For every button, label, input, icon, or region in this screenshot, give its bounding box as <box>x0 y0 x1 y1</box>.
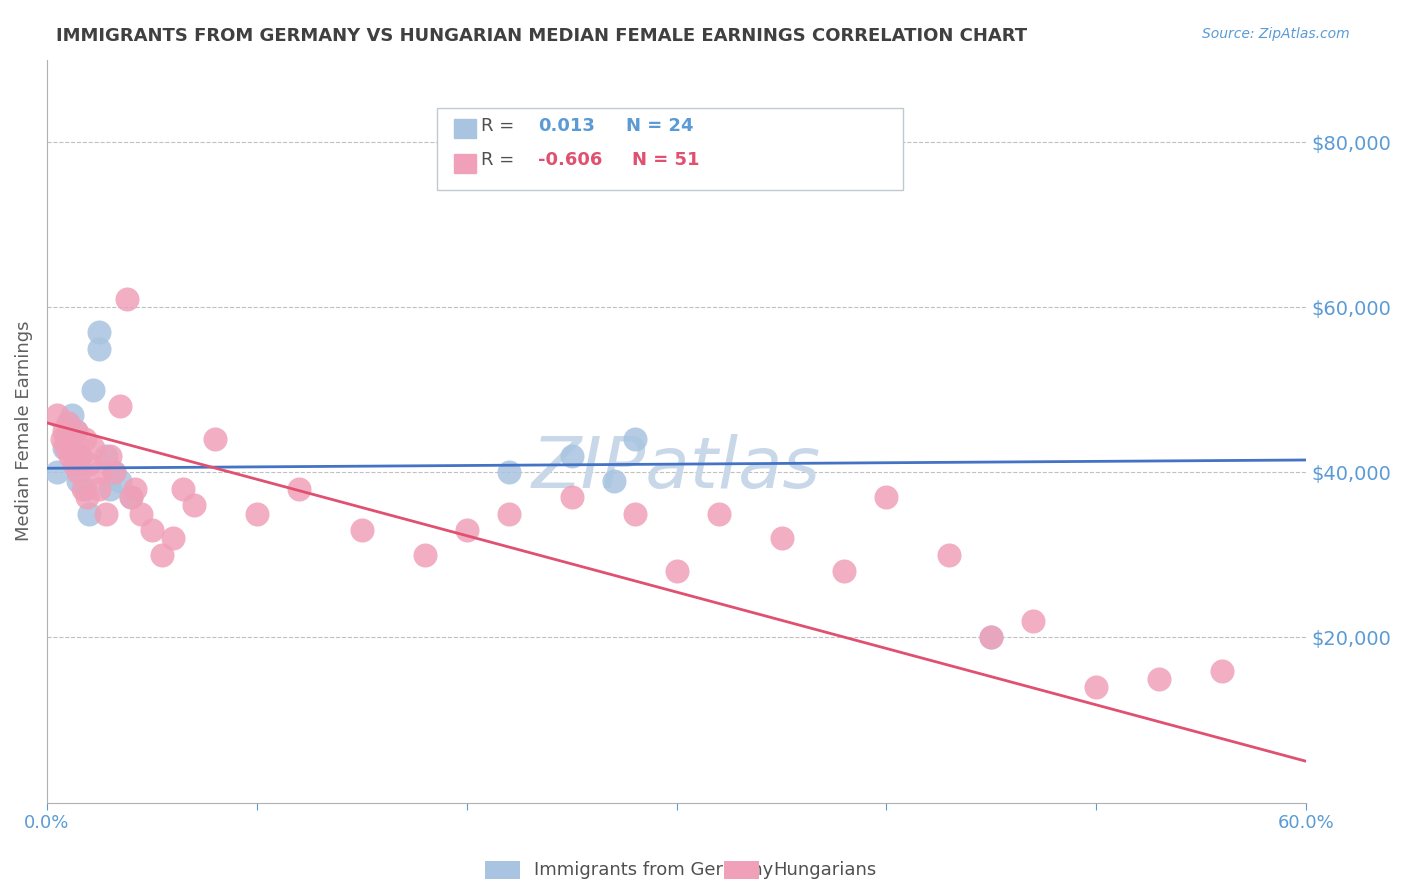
Point <box>89 325 111 339</box>
Point <box>60 408 83 422</box>
Point <box>1149 672 1171 686</box>
Point <box>124 482 146 496</box>
Point <box>120 490 142 504</box>
Point <box>98 449 121 463</box>
Point <box>69 449 91 463</box>
Point <box>204 433 226 447</box>
Point <box>172 482 194 496</box>
Point <box>77 507 100 521</box>
Text: Source: ZipAtlas.com: Source: ZipAtlas.com <box>1202 27 1350 41</box>
Point <box>65 424 87 438</box>
Point <box>246 507 269 521</box>
Point <box>350 523 373 537</box>
Point <box>52 424 75 438</box>
Point <box>623 507 645 521</box>
Point <box>875 490 897 504</box>
Point <box>89 466 111 480</box>
Point <box>183 499 205 513</box>
Bar <box>454 154 477 172</box>
Point <box>98 482 121 496</box>
Point <box>55 433 77 447</box>
Bar <box>454 119 477 137</box>
Point <box>498 507 520 521</box>
Point <box>150 548 173 562</box>
Point <box>77 457 100 471</box>
Point <box>103 466 125 480</box>
Point <box>162 532 184 546</box>
Point <box>67 474 90 488</box>
Point <box>1022 614 1045 628</box>
Point <box>73 433 96 447</box>
Point <box>60 441 83 455</box>
Point <box>623 433 645 447</box>
Text: Hungarians: Hungarians <box>773 861 876 879</box>
Point <box>141 523 163 537</box>
Text: N = 24: N = 24 <box>626 118 693 136</box>
Point <box>1211 664 1233 678</box>
Text: N = 51: N = 51 <box>633 151 700 169</box>
Point <box>72 482 94 496</box>
Point <box>89 342 111 356</box>
Point <box>287 482 309 496</box>
Point <box>561 490 583 504</box>
Point <box>89 482 111 496</box>
Point <box>707 507 730 521</box>
Text: -0.606: -0.606 <box>538 151 602 169</box>
Point <box>103 466 125 480</box>
Text: R =: R = <box>481 118 515 136</box>
Point <box>94 449 117 463</box>
Point <box>55 441 77 455</box>
Text: 0.013: 0.013 <box>538 118 595 136</box>
Point <box>110 474 132 488</box>
Point <box>82 383 104 397</box>
Point <box>51 433 73 447</box>
Point <box>73 482 96 496</box>
Point <box>980 631 1002 645</box>
Point <box>834 565 856 579</box>
Point <box>76 490 98 504</box>
Point <box>770 532 793 546</box>
Point <box>82 441 104 455</box>
Text: IMMIGRANTS FROM GERMANY VS HUNGARIAN MEDIAN FEMALE EARNINGS CORRELATION CHART: IMMIGRANTS FROM GERMANY VS HUNGARIAN MED… <box>56 27 1028 45</box>
Point <box>120 490 142 504</box>
Point <box>602 474 624 488</box>
Point <box>69 449 91 463</box>
FancyBboxPatch shape <box>437 108 903 190</box>
Point <box>665 565 688 579</box>
Point <box>56 416 79 430</box>
Point <box>115 292 138 306</box>
Point <box>1085 680 1108 694</box>
Point <box>56 416 79 430</box>
Point <box>456 523 478 537</box>
Point <box>94 507 117 521</box>
Point <box>413 548 436 562</box>
Point <box>46 408 69 422</box>
Text: Immigrants from Germany: Immigrants from Germany <box>534 861 773 879</box>
Point <box>498 466 520 480</box>
Text: R =: R = <box>481 151 515 169</box>
Point <box>67 466 90 480</box>
Point <box>131 507 153 521</box>
Point <box>980 631 1002 645</box>
Point <box>59 449 82 463</box>
Point <box>110 400 132 414</box>
Point <box>561 449 583 463</box>
Point <box>65 424 87 438</box>
Point <box>938 548 960 562</box>
Y-axis label: Median Female Earnings: Median Female Earnings <box>15 321 32 541</box>
Point <box>46 466 69 480</box>
Point <box>67 457 90 471</box>
Point <box>52 441 75 455</box>
Point <box>63 457 86 471</box>
Text: ZIPatlas: ZIPatlas <box>531 434 821 503</box>
